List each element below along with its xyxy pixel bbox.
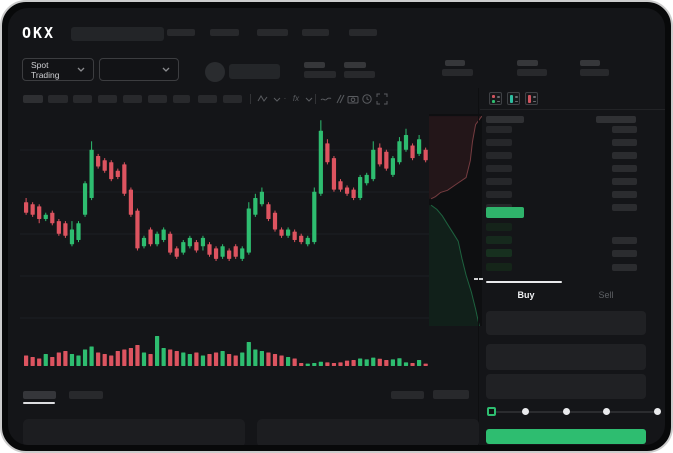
ask-amount-5[interactable] — [612, 178, 637, 185]
nav-item-1[interactable] — [167, 29, 195, 36]
stat-label-4 — [517, 60, 538, 66]
coin-icon — [205, 62, 225, 82]
bid-price-4[interactable] — [486, 263, 512, 271]
bottom-panel-right — [257, 419, 479, 445]
ask-amount-2[interactable] — [612, 139, 637, 146]
market-type-dropdown[interactable]: Spot Trading — [22, 58, 94, 81]
amount-slider-handle[interactable] — [487, 407, 496, 416]
timeframe-button-1[interactable] — [23, 95, 43, 103]
search-input[interactable] — [71, 27, 164, 41]
ask-price-3[interactable] — [486, 152, 512, 159]
ask-amount-1[interactable] — [612, 126, 637, 133]
stat-value-5 — [580, 69, 609, 76]
timeframe-button-6[interactable] — [148, 95, 167, 103]
timeframe-button-9[interactable] — [223, 95, 242, 103]
bid-amount-3[interactable] — [612, 250, 637, 257]
ask-amount-6[interactable] — [612, 191, 637, 198]
bid-price-1[interactable] — [486, 223, 512, 231]
timeframe-button-5[interactable] — [123, 95, 142, 103]
bottom-panel-left — [23, 419, 245, 445]
orderbook-separator — [480, 109, 665, 110]
chevron-down-icon[interactable] — [303, 93, 315, 105]
ask-price-4[interactable] — [486, 165, 512, 172]
ask-amount-3[interactable] — [612, 152, 637, 159]
bid-price-2[interactable] — [486, 236, 512, 244]
candlestick-chart[interactable] — [20, 112, 432, 334]
chevron-down-icon[interactable] — [271, 93, 283, 105]
ask-price-2[interactable] — [486, 139, 512, 146]
candle-style-icon[interactable] — [257, 93, 269, 105]
volume-chart — [24, 336, 428, 366]
ask-price-5[interactable] — [486, 178, 512, 185]
orderbook-combined-view-icon[interactable] — [489, 92, 502, 105]
orderbook-last-price[interactable] — [486, 207, 524, 218]
order-side-tabs: Buy Sell — [486, 287, 646, 303]
bid-price-3[interactable] — [486, 249, 512, 257]
timeframe-button-7[interactable] — [173, 95, 190, 103]
ask-price-1[interactable] — [486, 126, 512, 133]
compare-icon[interactable] — [333, 93, 345, 105]
buy-submit-button[interactable] — [486, 429, 646, 444]
chevron-down-icon — [77, 67, 85, 72]
app-window: OKX Spot Trading · fx — [8, 8, 665, 445]
tab-buy[interactable]: Buy — [517, 290, 535, 300]
ask-amount-4[interactable] — [612, 165, 637, 172]
market-type-label: Spot Trading — [31, 59, 60, 80]
slider-step-25[interactable] — [522, 408, 529, 415]
toolbar-divider — [315, 94, 316, 104]
price-field[interactable] — [486, 311, 646, 335]
line-chart-icon[interactable] — [320, 93, 332, 105]
indicators-icon[interactable]: fx — [292, 94, 300, 103]
bottom-action-2[interactable] — [433, 390, 469, 399]
stat-value-2 — [344, 71, 375, 78]
total-field[interactable] — [486, 374, 646, 399]
dot-separator: · — [283, 94, 287, 103]
last-price-value — [229, 64, 280, 79]
amount-slider-track[interactable] — [492, 411, 658, 413]
amount-field[interactable] — [486, 344, 646, 370]
fullscreen-icon[interactable] — [376, 93, 388, 105]
orderbook-asks-view-icon[interactable] — [525, 92, 538, 105]
orderbook-amount-header — [596, 116, 636, 123]
stat-value-4 — [517, 69, 547, 76]
nav-item-4[interactable] — [302, 29, 329, 36]
timeframe-button-4[interactable] — [98, 95, 117, 103]
ask-price-6[interactable] — [486, 191, 512, 198]
panel-divider — [478, 88, 479, 445]
tab-sell[interactable]: Sell — [598, 290, 614, 300]
stat-value-3 — [442, 69, 473, 76]
slider-step-100[interactable] — [654, 408, 661, 415]
depth-chart — [429, 114, 482, 326]
bid-amount-4[interactable] — [612, 264, 637, 271]
buy-tab-indicator — [486, 281, 562, 283]
timeframe-button-3[interactable] — [73, 95, 92, 103]
nav-item-5[interactable] — [349, 29, 377, 36]
bottom-tab-active[interactable] — [23, 391, 56, 399]
timeframe-button-8[interactable] — [198, 95, 217, 103]
stat-label-5 — [580, 60, 600, 66]
orderbook-bids-view-icon[interactable] — [507, 92, 520, 105]
toolbar-divider — [250, 94, 251, 104]
nav-item-3[interactable] — [257, 29, 288, 36]
bid-amount-2[interactable] — [612, 237, 637, 244]
orderbook-price-header — [486, 116, 524, 123]
bottom-tab-indicator — [23, 402, 55, 404]
slider-step-50[interactable] — [563, 408, 570, 415]
nav-item-2[interactable] — [210, 29, 239, 36]
pair-dropdown[interactable] — [99, 58, 179, 81]
stat-label-2 — [344, 62, 366, 68]
chevron-down-icon — [162, 67, 170, 72]
stat-label-1 — [304, 62, 325, 68]
stat-label-3 — [445, 60, 465, 66]
camera-icon[interactable] — [347, 93, 359, 105]
bottom-tab-2[interactable] — [69, 391, 103, 399]
stat-value-1 — [304, 71, 336, 78]
bottom-action-1[interactable] — [391, 391, 424, 399]
clock-icon[interactable] — [361, 93, 373, 105]
ask-amount-7[interactable] — [612, 204, 637, 211]
timeframe-button-2[interactable] — [48, 95, 68, 103]
okx-logo: OKX — [22, 24, 56, 42]
slider-step-75[interactable] — [603, 408, 610, 415]
